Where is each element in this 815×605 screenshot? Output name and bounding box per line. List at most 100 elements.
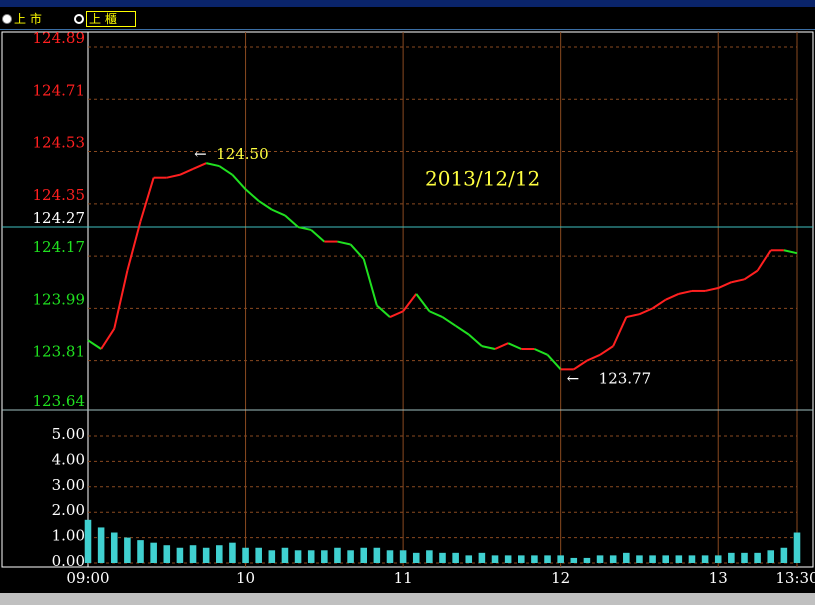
radio-option[interactable]: 上 櫃 <box>74 10 136 27</box>
volume-bar <box>202 547 210 563</box>
volume-bar <box>793 532 801 563</box>
volume-bar <box>557 555 564 563</box>
volume-bar <box>281 547 289 563</box>
price-segment <box>599 345 614 356</box>
volume-bar <box>623 552 630 563</box>
y-tick-label: 124.27 <box>33 209 86 227</box>
price-segment <box>704 287 719 292</box>
low-label: 123.77 <box>599 369 652 387</box>
volume-bar <box>386 550 394 563</box>
price-segment <box>507 342 522 350</box>
status-bar <box>0 593 815 605</box>
volume-bar <box>216 545 223 563</box>
radio-option[interactable]: 上 市 <box>2 10 42 27</box>
price-segment <box>284 214 299 228</box>
y-tick-label: 124.35 <box>33 186 86 204</box>
volume-bar <box>714 555 722 563</box>
volume-bar <box>97 527 105 563</box>
volume-bar <box>583 557 591 563</box>
volume-bar <box>531 555 538 563</box>
volume-bar <box>609 555 617 563</box>
price-segment <box>402 293 418 312</box>
volume-bar <box>728 552 735 563</box>
price-segment <box>441 316 457 327</box>
volume-bar <box>517 555 525 563</box>
volume-bar <box>465 555 473 563</box>
price-segment <box>717 281 732 289</box>
x-tick-label: 09:00 <box>66 569 109 587</box>
x-tick-label: 13 <box>709 569 728 587</box>
volume-bar <box>780 547 788 563</box>
price-segment <box>731 278 745 284</box>
price-segment <box>362 258 378 306</box>
price-segment <box>258 200 273 211</box>
volume-bar <box>491 555 499 563</box>
volume-bar <box>150 542 157 563</box>
price-segment <box>665 292 680 301</box>
volume-bar <box>701 555 709 563</box>
price-segment <box>756 249 772 272</box>
date-annotation: 2013/12/12 <box>425 167 540 191</box>
price-segment <box>534 348 548 356</box>
volume-bar <box>767 550 775 563</box>
price-segment <box>376 304 391 318</box>
price-segment <box>297 226 312 231</box>
y-tick-label: 124.71 <box>33 81 86 99</box>
price-segment <box>678 289 693 295</box>
price-segment <box>494 342 509 350</box>
price-segment <box>113 270 129 329</box>
toolbar: 上 市 上 櫃 <box>0 7 815 30</box>
volume-bar <box>439 552 446 563</box>
price-segment <box>271 208 286 217</box>
price-segment <box>743 269 759 281</box>
volume-bar <box>255 547 262 563</box>
price-segment <box>310 229 325 243</box>
x-tick-label: 13:30 <box>775 569 815 587</box>
y-tick-label: 4.00 <box>52 450 85 468</box>
price-segment <box>573 359 588 371</box>
price-segment <box>205 162 220 168</box>
volume-bar <box>399 550 407 563</box>
volume-bar <box>334 547 341 563</box>
y-tick-label: 124.17 <box>33 238 86 256</box>
volume-bar <box>242 547 249 563</box>
volume-bar <box>347 550 354 563</box>
volume-bar <box>688 555 696 563</box>
price-segment <box>428 310 443 318</box>
volume-bar <box>189 545 197 563</box>
y-tick-label: 0.00 <box>52 552 85 570</box>
y-tick-label: 3.00 <box>52 476 85 494</box>
price-segment <box>455 324 470 336</box>
volume-bar <box>176 547 184 563</box>
y-tick-label: 123.81 <box>33 343 86 361</box>
volume-bar <box>596 555 604 563</box>
volume-bar <box>360 547 368 563</box>
volume-bar <box>478 552 486 563</box>
price-segment <box>415 293 431 312</box>
y-tick-label: 2.00 <box>52 501 85 519</box>
volume-bar <box>504 555 512 563</box>
volume-bar <box>124 537 131 563</box>
arrow: ← <box>567 369 580 387</box>
price-segment <box>783 249 798 255</box>
volume-bar <box>570 557 578 563</box>
y-tick-label: 5.00 <box>52 425 85 443</box>
price-segment <box>166 173 181 179</box>
volume-bar <box>754 552 761 563</box>
x-tick-label: 10 <box>236 569 255 587</box>
volume-bar <box>137 540 144 563</box>
volume-bar <box>412 552 420 563</box>
price-segment <box>126 220 142 271</box>
y-tick-label: 1.00 <box>52 527 85 545</box>
high-label: 124.50 <box>216 145 269 163</box>
volume-bar <box>307 550 315 563</box>
price-segment <box>139 177 155 222</box>
option-label: 上 櫃 <box>86 11 136 27</box>
price-segment <box>389 310 404 318</box>
volume-bar <box>636 555 643 563</box>
y-tick-label: 124.89 <box>33 29 86 47</box>
volume-bar <box>544 555 551 563</box>
y-tick-label: 124.53 <box>33 134 86 152</box>
price-segment <box>481 345 496 350</box>
